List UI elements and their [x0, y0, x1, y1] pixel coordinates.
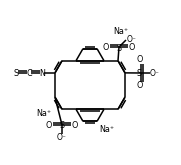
Text: O: O [137, 55, 143, 65]
Text: O: O [46, 121, 52, 131]
Text: Na⁺: Na⁺ [113, 27, 129, 35]
Text: O: O [129, 44, 135, 52]
Text: S: S [13, 69, 19, 78]
Text: Na⁺: Na⁺ [99, 125, 115, 134]
Text: O: O [137, 82, 143, 90]
Text: S: S [59, 121, 65, 131]
Text: C: C [26, 69, 32, 78]
Text: O: O [103, 44, 109, 52]
Text: O⁻: O⁻ [127, 34, 137, 44]
Text: O⁻: O⁻ [150, 68, 160, 78]
Text: O: O [72, 121, 78, 131]
Text: Na⁺: Na⁺ [36, 109, 52, 117]
Text: S: S [137, 68, 142, 78]
Text: O⁻: O⁻ [57, 133, 67, 143]
Text: N: N [39, 69, 45, 78]
Text: S: S [116, 44, 122, 53]
